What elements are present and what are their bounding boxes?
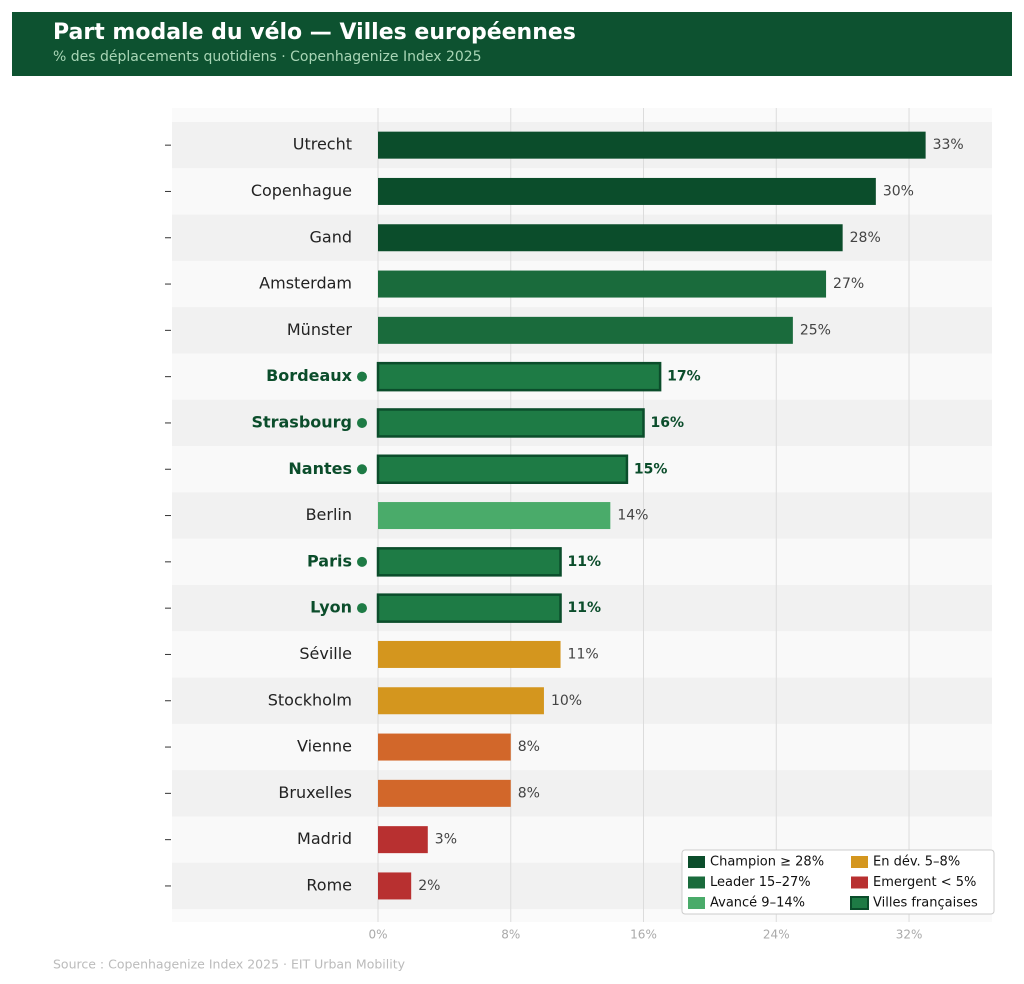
value-label: 17% [667, 369, 701, 385]
legend-box [681, 849, 995, 915]
legend-swatch [851, 876, 868, 889]
y-tick-label: Madrid [297, 829, 352, 848]
y-tick-label: Vienne [297, 737, 352, 756]
bar [378, 687, 544, 715]
legend-label: Leader 15–27% [710, 875, 811, 890]
legend-swatch [688, 897, 705, 909]
y-tick-label: Utrecht [293, 135, 352, 154]
bar [378, 177, 876, 205]
legend-swatch [851, 856, 868, 868]
value-label: 11% [568, 646, 599, 662]
x-tick-label: 0% [368, 928, 387, 942]
bar [376, 408, 645, 438]
y-tick-label: Amsterdam [259, 274, 352, 293]
y-tick-label: Strasbourg [251, 412, 352, 431]
value-label: 27% [833, 276, 864, 292]
y-tick-label: Berlin [306, 505, 352, 524]
value-label: 28% [850, 230, 881, 246]
value-label: 16% [651, 415, 685, 431]
bar [378, 640, 561, 668]
bar [378, 316, 793, 344]
french-city-dot [357, 603, 367, 614]
bar [378, 826, 428, 854]
y-tick-label: Gand [310, 227, 353, 246]
french-city-dot [357, 417, 367, 428]
y-tick-label: Nantes [288, 459, 352, 478]
value-label: 10% [551, 693, 582, 709]
bar [378, 224, 843, 252]
chart-title: Part modale du vélo — Villes européennes [53, 20, 576, 45]
bar [378, 779, 511, 807]
row-band [172, 770, 992, 817]
row-bands [172, 122, 992, 910]
bar [378, 502, 611, 530]
french-city-dot [357, 464, 367, 475]
bar [376, 361, 662, 392]
y-tick-label: Paris [307, 551, 352, 570]
legend-swatch [850, 896, 869, 910]
y-tick-label: Bruxelles [278, 783, 352, 802]
row-band [172, 585, 992, 632]
y-tick-label: Münster [287, 320, 353, 339]
legend-label: Champion ≥ 28% [710, 855, 824, 870]
row-band [172, 631, 992, 678]
chart-subtitle: % des déplacements quotidiens · Copenhag… [53, 49, 482, 65]
french-city-dot [357, 556, 367, 567]
y-tick-label: Séville [299, 644, 352, 663]
value-label: 8% [518, 739, 540, 755]
legend-label: Avancé 9–14% [710, 896, 805, 911]
header-bar [12, 12, 1012, 76]
bar [376, 547, 562, 577]
legend-label: En dév. 5–8% [873, 855, 960, 870]
x-tick-label: 16% [630, 928, 657, 942]
legend-swatch [688, 856, 705, 868]
source-note: Source : Copenhagenize Index 2025 · EIT … [53, 957, 406, 972]
legend-label: Villes françaises [873, 896, 978, 911]
bar [378, 270, 827, 298]
value-label: 3% [435, 832, 457, 848]
value-label: 33% [933, 137, 964, 153]
bar [378, 872, 412, 900]
x-tick-label: 32% [896, 928, 923, 942]
legend-swatch [688, 876, 705, 889]
row-band [172, 538, 992, 585]
value-label: 25% [800, 322, 831, 338]
y-tick-label: Rome [306, 875, 352, 894]
value-label: 11% [568, 600, 602, 616]
bar [378, 131, 926, 159]
row-band [172, 723, 992, 771]
row-band [172, 677, 992, 724]
y-tick-label: Bordeaux [266, 366, 353, 385]
x-tick-label: 24% [763, 928, 790, 942]
y-tick-label: Stockholm [268, 690, 352, 709]
value-label: 2% [418, 878, 440, 894]
value-label: 8% [518, 785, 540, 801]
bar [378, 733, 511, 761]
y-tick-label: Copenhague [251, 181, 352, 200]
legend-label: Emergent < 5% [873, 875, 976, 890]
value-label: 14% [617, 508, 648, 524]
y-tick-label: Lyon [310, 598, 352, 617]
value-label: 15% [634, 461, 668, 477]
x-tick-label: 8% [501, 928, 520, 942]
bar [376, 593, 562, 623]
bar [376, 454, 629, 484]
value-label: 30% [883, 183, 914, 199]
french-city-dot [357, 371, 367, 382]
value-label: 11% [568, 554, 602, 570]
